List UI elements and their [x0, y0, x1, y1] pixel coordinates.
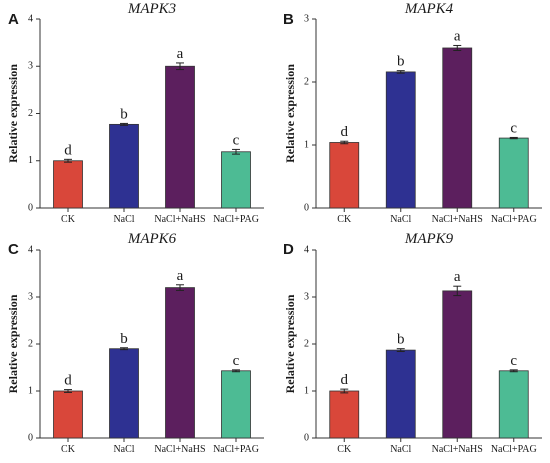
chart-title: MAPK4: [404, 1, 454, 17]
y-axis-label: Relative expression: [6, 294, 20, 393]
x-tick-label: CK: [61, 214, 76, 225]
x-tick-label: CK: [61, 444, 76, 455]
x-tick-label: NaCl: [113, 214, 134, 225]
x-tick-label: NaCl: [390, 214, 411, 225]
y-axis-label: Relative expression: [6, 64, 20, 163]
significance-label: a: [454, 28, 461, 44]
panel-letter: C: [8, 241, 19, 258]
significance-label: b: [397, 54, 405, 70]
significance-label: b: [397, 332, 405, 348]
bar-nacl-nahs: [165, 65, 195, 209]
chart-title: MAPK3: [127, 1, 176, 17]
y-tick-label: 4: [28, 13, 33, 24]
significance-label: a: [177, 46, 184, 62]
x-tick-label: NaCl+NaHS: [154, 214, 205, 225]
x-tick-label: NaCl+PAG: [491, 214, 537, 225]
x-tick-label: NaCl+NaHS: [154, 444, 205, 455]
y-tick-label: 2: [28, 338, 33, 349]
y-tick-label: 0: [28, 202, 33, 213]
bar-nacl-nahs: [442, 47, 473, 209]
significance-label: d: [64, 373, 72, 389]
significance-label: a: [454, 269, 461, 285]
chart-panel-a: A MAPK3 Relative expression 0 1 2 3 4 d CK b NaCl a N…: [6, 1, 264, 225]
y-tick-label: 1: [304, 139, 309, 150]
y-tick-label: 3: [28, 291, 33, 302]
y-tick-label: 2: [304, 338, 309, 349]
bar-ck: [329, 390, 360, 439]
y-tick-label: 1: [28, 385, 33, 396]
y-tick-label: 3: [304, 13, 309, 24]
y-tick-label: 2: [304, 76, 309, 87]
chart-panel-d: D MAPK9 Relative expression 0 1 2 3 4 d CK b NaCl a N…: [283, 231, 542, 455]
y-tick-label: 0: [304, 432, 309, 443]
y-tick-label: 1: [304, 385, 309, 396]
y-tick-label: 0: [28, 432, 33, 443]
x-tick-label: NaCl+NaHS: [432, 444, 483, 455]
bar-nacl: [385, 71, 416, 209]
bar-nacl-pag: [498, 370, 529, 439]
panel-letter: A: [8, 11, 19, 28]
bar-nacl: [109, 123, 139, 209]
significance-label: c: [233, 132, 240, 148]
x-tick-label: CK: [337, 214, 352, 225]
y-tick-label: 3: [28, 61, 33, 72]
bar-nacl-nahs: [442, 290, 473, 439]
bar-nacl: [385, 349, 416, 439]
y-axis-label: Relative expression: [283, 64, 297, 163]
x-tick-label: CK: [337, 444, 352, 455]
bar-ck: [329, 142, 360, 209]
bar-nacl-nahs: [165, 287, 195, 439]
x-tick-label: NaCl: [390, 444, 411, 455]
significance-label: b: [120, 331, 128, 347]
x-tick-label: NaCl+PAG: [491, 444, 537, 455]
y-axis-label: Relative expression: [283, 294, 297, 393]
x-tick-label: NaCl: [113, 444, 134, 455]
y-tick-label: 1: [28, 155, 33, 166]
significance-label: d: [341, 124, 349, 140]
bar-nacl-pag: [221, 370, 251, 439]
chart-panel-b: B MAPK4 Relative expression 0 1 2 3 d CK b NaCl a Na…: [283, 1, 542, 225]
panel-letter: D: [283, 241, 294, 258]
y-tick-label: 4: [28, 244, 33, 255]
y-tick-label: 3: [304, 291, 309, 302]
y-tick-label: 0: [304, 202, 309, 213]
bar-nacl-pag: [221, 151, 251, 209]
bar-nacl-pag: [498, 137, 529, 209]
bar-ck: [53, 160, 83, 209]
bar-nacl: [109, 348, 139, 439]
chart-title: MAPK6: [127, 231, 177, 247]
x-tick-label: NaCl+PAG: [213, 214, 259, 225]
significance-label: c: [510, 120, 517, 136]
y-tick-label: 4: [304, 244, 309, 255]
y-tick-label: 2: [28, 108, 33, 119]
significance-label: c: [233, 353, 240, 369]
significance-label: c: [510, 353, 517, 369]
significance-label: d: [64, 142, 72, 158]
chart-panel-c: C MAPK6 Relative expression 0 1 2 3 4 d CK b NaCl a N…: [6, 231, 264, 455]
x-tick-label: NaCl+PAG: [213, 444, 259, 455]
significance-label: a: [177, 268, 184, 284]
x-tick-label: NaCl+NaHS: [432, 214, 483, 225]
panel-letter: B: [283, 11, 294, 28]
bar-ck: [53, 390, 83, 439]
significance-label: d: [341, 372, 349, 388]
significance-label: b: [120, 106, 128, 122]
chart-title: MAPK9: [404, 231, 454, 247]
